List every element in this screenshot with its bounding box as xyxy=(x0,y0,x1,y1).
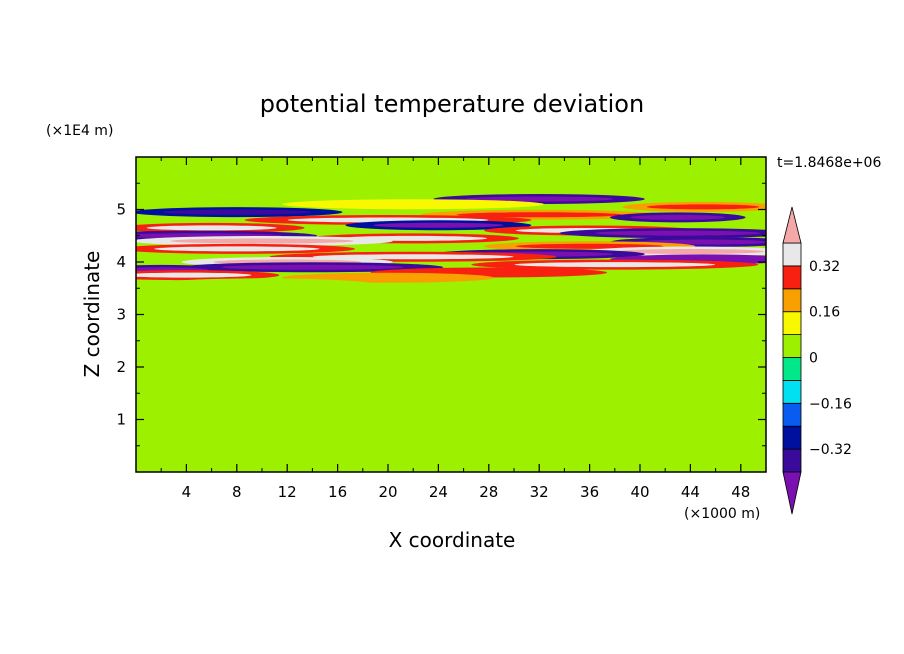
contour-band-core xyxy=(146,225,277,231)
x-unit-label: (×1000 m) xyxy=(684,506,760,522)
colorbar-segment xyxy=(782,311,802,336)
y-tick-label: 1 xyxy=(116,411,126,429)
contour-band xyxy=(521,399,759,419)
contour-band-core xyxy=(646,204,760,210)
colorbar-extend-min xyxy=(782,471,802,515)
contour-band xyxy=(143,336,381,356)
x-tick-label: 16 xyxy=(328,483,347,501)
contour-band-core xyxy=(616,249,765,254)
contour-band-core xyxy=(154,246,320,252)
contour-band-core xyxy=(595,230,761,236)
contour-band xyxy=(136,367,318,388)
contour-band-core xyxy=(630,214,726,220)
contour-band-core xyxy=(515,243,664,249)
contour-bands xyxy=(136,194,766,467)
x-tick-label: 40 xyxy=(630,483,649,501)
x-tick-label: 28 xyxy=(479,483,498,501)
contour-band xyxy=(358,288,670,309)
contour-band-core xyxy=(373,222,504,228)
colorbar-segment xyxy=(782,242,802,267)
time-label: t=1.8468e+06 xyxy=(777,155,881,171)
x-tick-label: 4 xyxy=(182,483,192,501)
plot-area xyxy=(136,157,766,472)
contour-band xyxy=(136,278,393,299)
colorbar-segment xyxy=(782,265,802,290)
x-axis-label: X coordinate xyxy=(389,528,516,552)
colorbar-segment xyxy=(782,402,802,427)
chart-title: potential temperature deviation xyxy=(260,90,644,118)
colorbar-segment xyxy=(782,357,802,381)
x-tick-label: 8 xyxy=(232,483,242,501)
x-tick-label: 12 xyxy=(278,483,297,501)
colorbar-segment xyxy=(782,288,802,313)
y-tick-label: 4 xyxy=(116,253,126,271)
colorbar-label: 0.16 xyxy=(809,305,840,321)
contour-band-core xyxy=(514,262,716,268)
contour-band xyxy=(484,320,746,341)
x-tick-label: 20 xyxy=(378,483,397,501)
colorbar-segment xyxy=(782,425,802,450)
contour-band-core xyxy=(314,275,462,281)
colorbar-label: −0.16 xyxy=(809,396,852,412)
contour-band-core xyxy=(220,264,404,270)
y-tick-label: 5 xyxy=(116,201,126,219)
contour-band-core xyxy=(456,212,622,218)
contour-band-core xyxy=(162,209,311,215)
colorbar-label: 0.32 xyxy=(809,259,840,275)
colorbar-label: 0 xyxy=(809,351,818,367)
colorbar-segment xyxy=(782,379,802,404)
contour-band xyxy=(136,446,406,467)
y-tick-label: 3 xyxy=(116,306,126,324)
x-tick-label: 36 xyxy=(580,483,599,501)
contour-band-core xyxy=(465,196,614,202)
x-tick-label: 44 xyxy=(681,483,700,501)
contour-band-core xyxy=(312,254,514,260)
colorbar-segment xyxy=(782,334,802,358)
contour-band-core xyxy=(321,201,505,207)
contour-band-core xyxy=(136,272,252,278)
x-tick-label: 48 xyxy=(731,483,750,501)
x-tick-label: 24 xyxy=(429,483,448,501)
x-tick-label: 32 xyxy=(530,483,549,501)
contour-band xyxy=(433,430,746,451)
contour-band-core xyxy=(170,238,354,244)
y-axis-label: Z coordinate xyxy=(80,251,104,378)
colorbar-label: −0.32 xyxy=(809,442,852,458)
contour-band xyxy=(169,304,456,325)
y-tick-label: 2 xyxy=(116,358,126,376)
colorbar-segment xyxy=(782,448,802,473)
y-axis: 1 2 3 4 5 xyxy=(116,182,766,447)
contour-band xyxy=(358,351,670,372)
colorbar-extend-max xyxy=(782,206,802,244)
y-unit-label: (×1E4 m) xyxy=(46,123,113,139)
contour-band xyxy=(295,383,582,404)
contour-band xyxy=(206,414,469,435)
colorbar: 0.32 0.16 0 −0.16 −0.32 xyxy=(782,206,852,515)
x-axis: 4 8 12 16 20 24 28 32 36 40 44 48 xyxy=(160,157,750,501)
